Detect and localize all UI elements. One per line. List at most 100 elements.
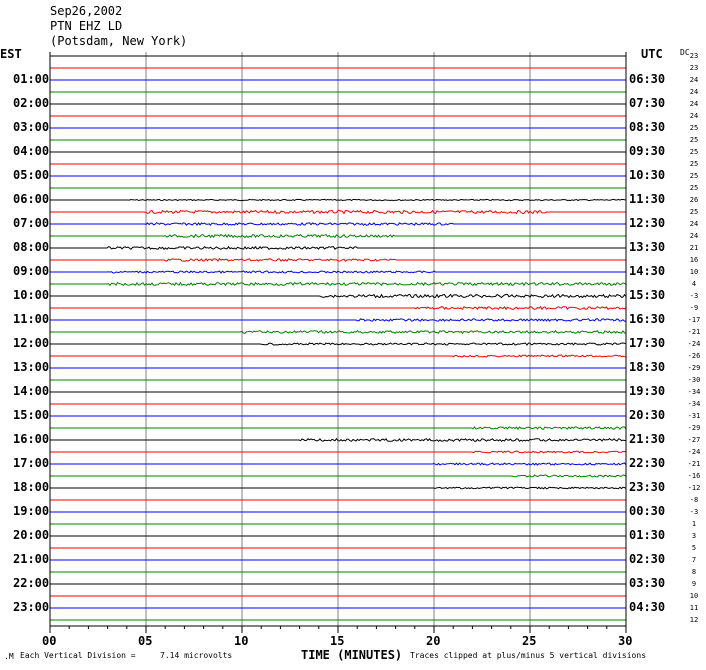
trace-line	[50, 245, 626, 251]
dc-value: 24	[689, 220, 699, 228]
dc-value: -9	[689, 304, 699, 312]
dc-value: 7	[691, 556, 697, 564]
est-hour-label: 17:00	[13, 456, 50, 470]
utc-hour-label: 23:30	[629, 480, 666, 494]
trace-line	[50, 318, 626, 322]
est-hour-label: 22:00	[13, 576, 50, 590]
est-hour-label: 09:00	[13, 264, 50, 278]
utc-hour-label: 02:30	[629, 552, 666, 566]
utc-hour-label: 06:30	[629, 72, 666, 86]
dc-value: -8	[689, 496, 699, 504]
utc-hour-label: 15:30	[629, 288, 666, 302]
x-tick-label: 05	[138, 634, 153, 648]
utc-hour-label: 20:30	[629, 408, 666, 422]
dc-value: 25	[689, 160, 699, 168]
x-tick-label: 00	[42, 634, 57, 648]
utc-hour-label: 14:30	[629, 264, 666, 278]
dc-value: 10	[689, 268, 699, 276]
header-location: (Potsdam, New York)	[50, 34, 188, 48]
dc-value: 25	[689, 184, 699, 192]
utc-hour-label: 01:30	[629, 528, 666, 542]
dc-value: 23	[689, 64, 699, 72]
dc-value: -17	[687, 316, 701, 324]
vertical-division-label: Each Vertical Division =	[20, 651, 136, 660]
dc-value: -21	[687, 328, 701, 336]
trace-line	[50, 257, 626, 263]
est-hour-label: 01:00	[13, 72, 50, 86]
dc-value: -24	[687, 448, 701, 456]
vertical-division-value: 7.14 microvolts	[160, 651, 233, 660]
utc-hour-label: 00:30	[629, 504, 666, 518]
est-hour-label: 13:00	[13, 360, 50, 374]
est-hour-label: 14:00	[13, 384, 50, 398]
trace-line	[50, 342, 627, 346]
dc-value: -21	[687, 460, 701, 468]
trace-line	[50, 198, 627, 202]
dc-value: 3	[691, 532, 697, 540]
est-hour-label: 06:00	[13, 192, 50, 206]
est-hour-label: 23:00	[13, 600, 50, 614]
dc-value: 12	[689, 616, 699, 624]
est-hour-label: 21:00	[13, 552, 50, 566]
trace-line	[50, 209, 626, 215]
utc-hour-label: 22:30	[629, 456, 666, 470]
dc-value: -29	[687, 424, 701, 432]
dc-value: 1	[691, 520, 697, 528]
scale-mark: .M	[4, 652, 14, 661]
trace-line	[50, 437, 626, 443]
utc-hour-label: 09:30	[629, 144, 666, 158]
dc-value: 10	[689, 592, 699, 600]
est-hour-label: 07:00	[13, 216, 50, 230]
utc-hour-label: 10:30	[629, 168, 666, 182]
dc-value: 21	[689, 244, 699, 252]
dc-value: 25	[689, 172, 699, 180]
utc-hour-label: 13:30	[629, 240, 666, 254]
utc-hour-label: 16:30	[629, 312, 666, 326]
est-hour-label: 16:00	[13, 432, 50, 446]
dc-value: -24	[687, 340, 701, 348]
dc-value: -27	[687, 436, 701, 444]
dc-value: 26	[689, 196, 699, 204]
dc-value: 24	[689, 76, 699, 84]
trace-line	[50, 293, 627, 299]
x-tick-label: 15	[330, 634, 345, 648]
dc-value: 23	[689, 52, 699, 60]
utc-hour-label: 11:30	[629, 192, 666, 206]
est-hour-label: 03:00	[13, 120, 50, 134]
dc-header: DC	[680, 48, 690, 57]
trace-line	[50, 450, 627, 454]
dc-value: 24	[689, 112, 699, 120]
est-hour-label: 19:00	[13, 504, 50, 518]
utc-hour-label: 04:30	[629, 600, 666, 614]
est-hour-label: 08:00	[13, 240, 50, 254]
dc-value: -26	[687, 352, 701, 360]
x-tick-label: 10	[234, 634, 249, 648]
x-axis-title: TIME (MINUTES)	[301, 648, 403, 662]
est-hour-label: 12:00	[13, 336, 50, 350]
dc-value: 25	[689, 208, 699, 216]
dc-value: 25	[689, 136, 699, 144]
dc-value: -3	[689, 508, 699, 516]
dc-value: 5	[691, 544, 697, 552]
est-hour-label: 05:00	[13, 168, 50, 182]
trace-line	[50, 330, 627, 334]
dc-value: -3	[689, 292, 699, 300]
trace-line	[50, 474, 627, 478]
dc-value: -12	[687, 484, 701, 492]
est-hour-label: 15:00	[13, 408, 50, 422]
left-timezone-label: EST	[0, 47, 22, 61]
dc-value: -31	[687, 412, 701, 420]
dc-value: -34	[687, 400, 701, 408]
dc-value: 16	[689, 256, 699, 264]
est-hour-label: 11:00	[13, 312, 50, 326]
utc-hour-label: 12:30	[629, 216, 666, 230]
trace-line	[50, 270, 626, 274]
utc-hour-label: 18:30	[629, 360, 666, 374]
trace-line	[50, 462, 627, 466]
x-tick-label: 30	[618, 634, 633, 648]
dc-value: -30	[687, 376, 701, 384]
header-date: Sep26,2002	[50, 4, 123, 18]
trace-line	[50, 354, 627, 358]
est-hour-label: 20:00	[13, 528, 50, 542]
utc-hour-label: 08:30	[629, 120, 666, 134]
